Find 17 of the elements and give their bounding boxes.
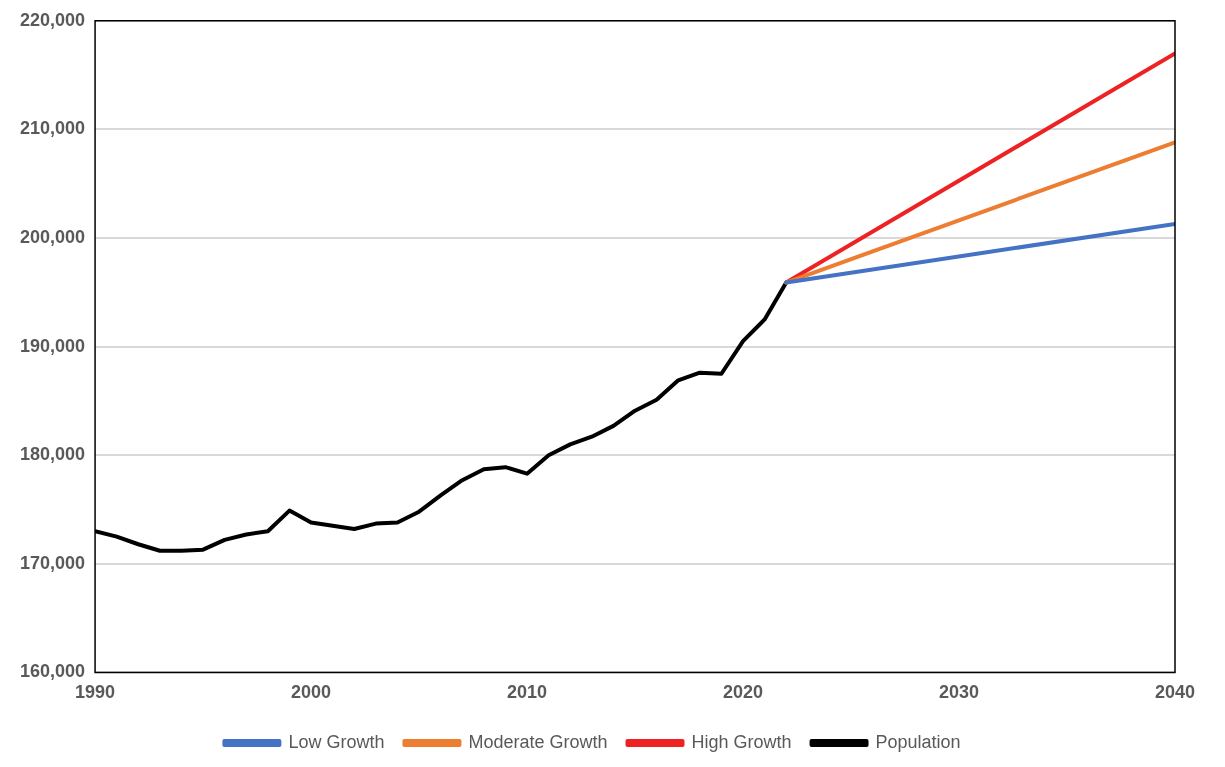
legend-label: Population (875, 731, 961, 752)
x-tick-label: 2000 (291, 682, 332, 703)
legend-label: Moderate Growth (468, 731, 608, 752)
x-tick-label: 2010 (507, 682, 548, 703)
y-tick-label: 180,000 (19, 444, 86, 465)
x-tick-label: 2030 (938, 682, 980, 703)
legend-label: High Growth (691, 731, 792, 752)
y-tick-label: 220,000 (19, 9, 86, 30)
y-tick-label: 210,000 (19, 118, 86, 139)
y-tick-label: 160,000 (19, 661, 86, 682)
y-tick-label: 190,000 (19, 335, 86, 356)
x-tick-label: 2040 (1154, 682, 1196, 703)
x-tick-label: 1990 (75, 682, 116, 703)
legend-label: Low Growth (288, 731, 385, 752)
y-tick-label: 200,000 (19, 226, 86, 247)
x-tick-label: 2020 (723, 682, 764, 703)
y-tick-label: 170,000 (19, 552, 86, 573)
